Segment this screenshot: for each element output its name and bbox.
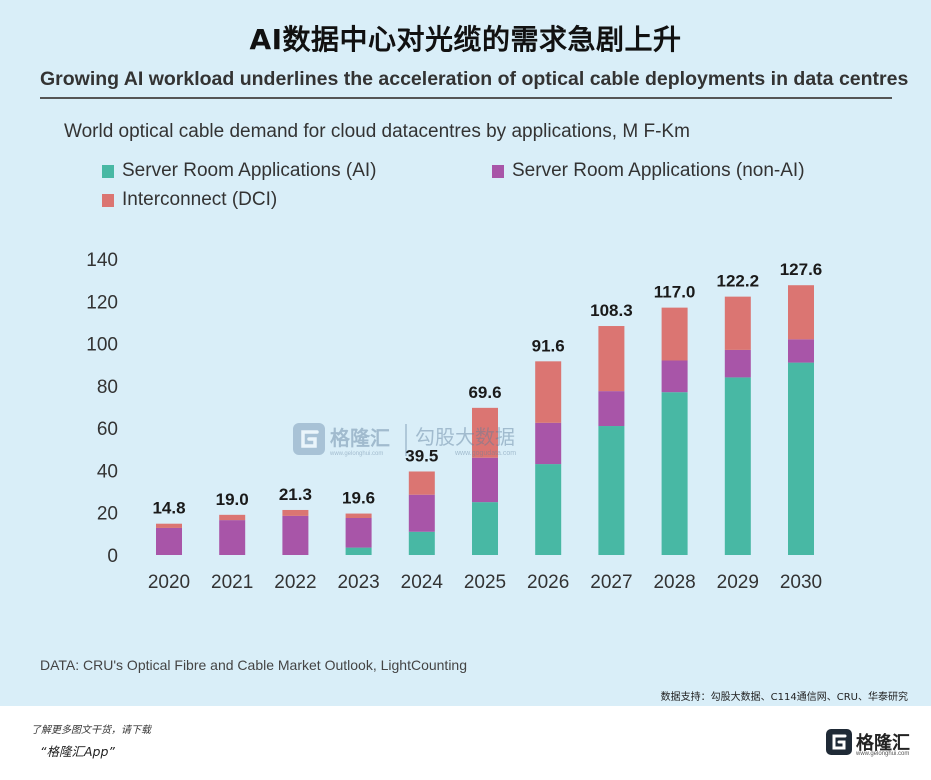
bar-segment-2028-ai [661, 392, 688, 555]
total-label-2024: 39.5 [405, 446, 438, 465]
legend-swatch-ai [102, 164, 114, 178]
gelonghui-logo-icon [293, 423, 325, 455]
total-label-2022: 21.3 [279, 485, 312, 504]
bar-segment-2029-ai [724, 377, 751, 555]
y-tick-label: 40 [97, 461, 118, 482]
bar-segment-2029-dci [724, 296, 751, 350]
bar-segment-2023-ai [345, 547, 372, 555]
watermark: 格隆汇 www.gelonghui.com 勾股大数据 www.gogudata… [293, 423, 516, 457]
legend-label-ai: Server Room Applications (AI) [122, 160, 377, 181]
bar-segment-2029-non-ai [724, 349, 751, 378]
y-tick-label: 140 [86, 250, 118, 271]
gelonghui-logo-icon [826, 729, 852, 755]
x-tick-label-2029: 2029 [717, 572, 759, 593]
y-tick-label: 120 [86, 292, 118, 313]
data-support-note: 数据支持：勾股大数据、C114通信网、CRU、华泰研究 [660, 692, 908, 703]
bar-segment-2022-dci [282, 509, 309, 516]
watermark-partner: 勾股大数据 [415, 425, 515, 449]
watermark-brand: 格隆汇 [330, 426, 390, 450]
bar-segment-2026-ai [535, 464, 562, 555]
stacked-bar-chart: 0 20 40 60 80 100 120 140 14.8 19.0 21.3 19.6 39.5 6… [86, 250, 822, 593]
total-label-2030: 127.6 [780, 260, 823, 279]
legend-swatch-non-ai [492, 164, 504, 178]
total-label-2023: 19.6 [342, 489, 375, 508]
bar-segment-2027-ai [598, 426, 625, 555]
bar-segment-2024-non-ai [408, 494, 435, 532]
x-tick-label-2030: 2030 [780, 572, 822, 593]
footer-promo-text: 了解更多图文干货，请下载 [31, 725, 151, 736]
legend-item-ai: Server Room Applications (AI) [102, 160, 377, 182]
x-tick-label-2021: 2021 [211, 572, 253, 593]
x-tick-label-2024: 2024 [401, 572, 444, 593]
legend-item-non-ai: Server Room Applications (non-AI) [492, 160, 805, 182]
total-label-2028: 117.0 [654, 283, 696, 302]
x-tick-label-2028: 2028 [653, 572, 695, 593]
x-axis: 2020 2021 2022 2023 2024 2025 2026 2027 2028 2029… [148, 572, 822, 593]
x-tick-label-2020: 2020 [148, 572, 190, 593]
footer-app-name[interactable]: “格隆汇App” [40, 744, 115, 759]
total-label-2020: 14.8 [152, 499, 185, 518]
bars [156, 285, 814, 555]
footer-logo[interactable]: 格隆汇 www.gelonghui.com [826, 729, 910, 757]
total-label-2029: 122.2 [717, 272, 760, 291]
bar-segment-2030-ai [788, 362, 814, 555]
y-tick-label: 20 [97, 504, 118, 525]
total-label-2026: 91.6 [532, 336, 565, 355]
total-label-2025: 69.6 [468, 383, 501, 402]
watermark-partner-url: www.gogudata.com [454, 450, 516, 457]
bar-segment-2030-dci [788, 285, 814, 340]
bar-segment-2026-dci [535, 361, 562, 423]
legend-label-non-ai: Server Room Applications (non-AI) [512, 160, 805, 181]
bar-segment-2021-non-ai [219, 520, 246, 555]
y-tick-label: 60 [97, 419, 118, 440]
y-tick-label: 0 [107, 546, 118, 567]
x-tick-label-2022: 2022 [274, 572, 316, 593]
y-tick-label: 80 [97, 377, 118, 398]
bar-segment-2026-non-ai [535, 422, 562, 465]
x-tick-label-2026: 2026 [527, 572, 569, 593]
bar-segment-2025-non-ai [472, 457, 498, 503]
y-axis: 0 20 40 60 80 100 120 140 [86, 250, 118, 567]
bar-segment-2024-dci [408, 471, 435, 495]
watermark-brand-url: www.gelonghui.com [329, 451, 383, 457]
bar-segment-2021-dci [219, 514, 246, 521]
bar-segment-2022-non-ai [282, 515, 309, 555]
bar-segment-2025-ai [472, 502, 498, 555]
footer-brand-url: www.gelonghui.com [856, 751, 910, 757]
total-labels: 14.8 19.0 21.3 19.6 39.5 69.6 91.6 108.3 117.0 12… [152, 260, 822, 517]
bar-segment-2025-dci [472, 407, 498, 458]
chart-subtitle: Growing AI workload underlines the accel… [40, 68, 909, 90]
legend-item-dci: Interconnect (DCI) [102, 189, 277, 211]
bar-segment-2023-non-ai [345, 518, 372, 548]
bar-segment-2020-dci [156, 523, 182, 528]
footer [0, 706, 931, 780]
source-note: DATA: CRU's Optical Fibre and Cable Mark… [40, 657, 467, 673]
bar-segment-2023-dci [345, 513, 372, 518]
subtitle-divider [40, 97, 892, 99]
total-label-2027: 108.3 [590, 301, 633, 320]
legend-label-dci: Interconnect (DCI) [122, 189, 278, 210]
bar-segment-2027-dci [598, 326, 625, 392]
x-tick-label-2025: 2025 [464, 572, 506, 593]
legend-swatch-dci [102, 193, 114, 207]
x-tick-label-2027: 2027 [590, 572, 632, 593]
bar-segment-2028-dci [661, 307, 688, 361]
y-tick-label: 100 [86, 335, 118, 356]
bar-segment-2024-ai [408, 531, 435, 555]
bar-segment-2027-non-ai [598, 391, 625, 427]
bar-segment-2020-non-ai [156, 527, 182, 555]
total-label-2021: 19.0 [216, 490, 249, 509]
bar-segment-2028-non-ai [661, 360, 688, 393]
footer-brand-text: 格隆汇 [856, 733, 910, 754]
chart-title: World optical cable demand for cloud dat… [64, 121, 690, 142]
x-tick-label-2023: 2023 [337, 572, 379, 593]
bar-segment-2030-non-ai [788, 339, 814, 363]
page-title: AI数据中心对光缆的需求急剧上升 [249, 23, 682, 56]
